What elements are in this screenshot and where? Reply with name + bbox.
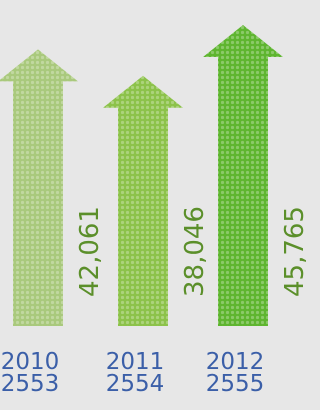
value-label: 45,765 (280, 206, 310, 297)
category-label: 2553 (1, 371, 60, 397)
category-label: 2555 (206, 371, 265, 397)
value-label: 42,061 (75, 206, 105, 297)
chart: 42,0612010255338,0462011255445,765201225… (0, 0, 310, 410)
bar-texture (203, 25, 283, 326)
bar-texture (0, 49, 78, 326)
value-label: 38,046 (180, 206, 210, 297)
category-label: 2554 (106, 371, 165, 397)
page: {"chart_data": {"type": "arrow-bar", "ca… (0, 0, 310, 410)
bar-texture (103, 76, 183, 326)
